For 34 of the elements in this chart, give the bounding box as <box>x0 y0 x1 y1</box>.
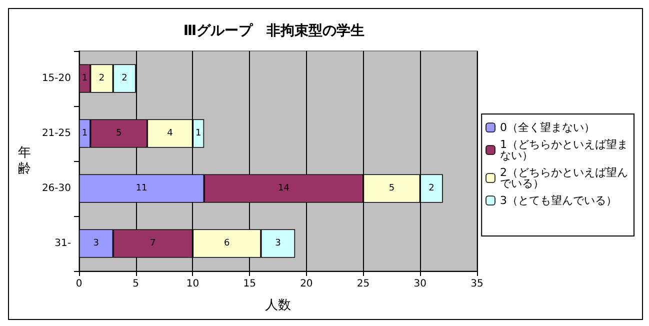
data-label: 4 <box>167 128 174 138</box>
data-label: 2 <box>98 74 105 84</box>
legend-label: 3（とても望んでいる） <box>500 194 617 207</box>
legend-label: 2（どちらかといえば望んでいる） <box>500 166 628 190</box>
legend-label: 1（どちらかといえば望まない） <box>500 138 628 162</box>
x-tick-label: 25 <box>356 278 370 290</box>
y-tick-label: 26-30 <box>42 183 71 194</box>
data-label: 3 <box>275 238 281 248</box>
data-label: 3 <box>93 238 99 248</box>
data-label: 6 <box>224 238 230 248</box>
y-tick-label: 21-25 <box>42 128 71 139</box>
data-label: 2 <box>122 74 128 84</box>
chart-title: Ⅲグループ 非拘束型の学生 <box>183 22 365 39</box>
x-axis-title: 人数 <box>265 298 291 313</box>
data-label: 5 <box>388 184 395 194</box>
legend-label: 0（全く望まない） <box>500 121 595 134</box>
x-tick-label: 30 <box>414 278 427 290</box>
data-label: 11 <box>136 184 148 194</box>
x-tick-label: 0 <box>76 278 82 290</box>
x-tick-label: 35 <box>470 278 484 290</box>
x-tick-label: 5 <box>132 278 140 290</box>
data-label: 1 <box>82 74 88 84</box>
y-axis-title: 年齢 <box>18 146 31 176</box>
x-tick-label: 20 <box>300 278 313 290</box>
data-label: 1 <box>82 128 88 138</box>
data-label: 2 <box>428 184 434 194</box>
x-tick-label: 15 <box>243 278 256 290</box>
data-label: 1 <box>196 128 202 138</box>
x-tick-label: 10 <box>186 278 200 290</box>
y-tick-label: 15-20 <box>42 73 71 84</box>
data-label: 14 <box>278 184 290 194</box>
data-label: 7 <box>150 238 156 248</box>
y-tick-label: 31- <box>54 238 72 249</box>
data-label: 5 <box>116 128 122 138</box>
